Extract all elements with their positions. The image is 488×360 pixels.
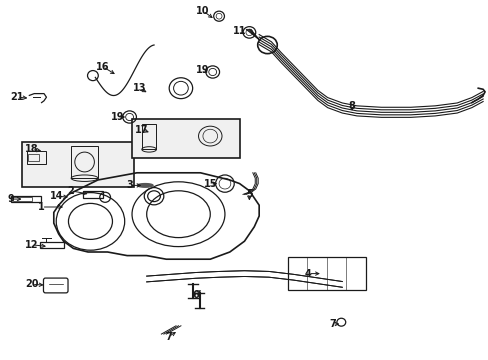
- Text: 2: 2: [67, 186, 74, 196]
- Text: 6: 6: [192, 290, 199, 300]
- Bar: [71, 146, 98, 178]
- Text: 10: 10: [196, 6, 209, 16]
- Text: 11: 11: [232, 26, 246, 36]
- Bar: [22, 142, 134, 187]
- Text: 14: 14: [49, 191, 63, 201]
- Text: 13: 13: [132, 83, 146, 93]
- Text: 5: 5: [245, 189, 252, 199]
- Bar: [28, 154, 39, 161]
- Text: 17: 17: [135, 125, 148, 135]
- Text: 8: 8: [348, 101, 355, 111]
- Bar: [11, 196, 41, 202]
- Text: 7: 7: [165, 332, 172, 342]
- Text: 15: 15: [203, 179, 217, 189]
- Text: 4: 4: [304, 269, 311, 279]
- Text: 7: 7: [328, 319, 335, 329]
- Text: 20: 20: [25, 279, 39, 289]
- Bar: [40, 242, 63, 248]
- Text: 1: 1: [38, 202, 45, 212]
- Text: 19: 19: [196, 65, 209, 75]
- Text: 12: 12: [25, 240, 39, 250]
- Text: 3: 3: [126, 180, 133, 190]
- Text: 19: 19: [110, 112, 124, 122]
- Bar: [27, 151, 46, 164]
- Polygon shape: [137, 184, 153, 187]
- Bar: [142, 124, 156, 149]
- Text: 18: 18: [25, 144, 39, 154]
- Text: 21: 21: [10, 92, 24, 102]
- Bar: [83, 191, 102, 198]
- Bar: [13, 197, 32, 201]
- Text: 16: 16: [96, 62, 109, 72]
- Bar: [132, 119, 239, 158]
- Bar: [287, 257, 365, 290]
- Text: 9: 9: [7, 194, 14, 204]
